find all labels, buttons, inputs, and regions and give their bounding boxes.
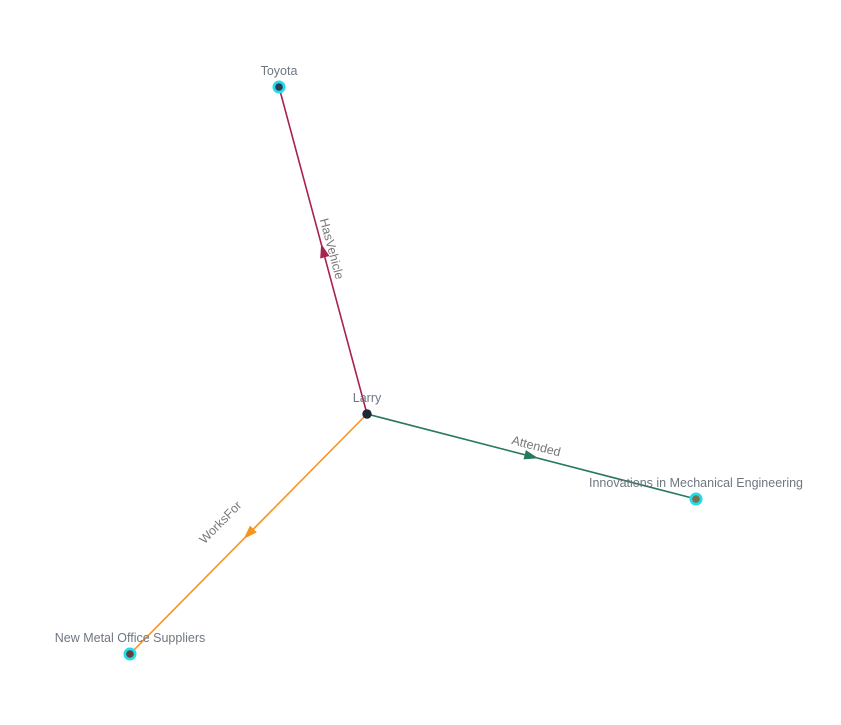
node-dot-larry xyxy=(362,409,372,419)
nodes-layer xyxy=(123,80,703,661)
edge-label-worksfor: WorksFor xyxy=(197,498,245,546)
node-label-new-metal-office-suppliers: New Metal Office Suppliers xyxy=(55,631,206,645)
node-toyota[interactable] xyxy=(272,80,286,94)
edges-layer xyxy=(129,86,697,655)
node-innovations-in-mechanical-engineering[interactable] xyxy=(689,492,703,506)
node-new-metal-office-suppliers[interactable] xyxy=(123,647,137,661)
node-dot-new-metal-office-suppliers xyxy=(126,650,134,658)
node-dot-toyota xyxy=(275,83,283,91)
labels-layer: HasVehicleAttendedWorksForLarryToyotaInn… xyxy=(55,64,803,645)
node-dot-innovations-in-mechanical-engineering xyxy=(692,495,700,503)
node-larry[interactable] xyxy=(362,409,372,419)
arrows-layer xyxy=(243,243,539,539)
edge-label-attended: Attended xyxy=(510,433,562,459)
arrowhead-attended-icon xyxy=(523,450,539,460)
arrowhead-hasvehicle-icon xyxy=(320,243,330,259)
node-label-toyota: Toyota xyxy=(261,64,298,78)
node-label-larry: Larry xyxy=(353,391,382,405)
node-label-innovations-in-mechanical-engineering: Innovations in Mechanical Engineering xyxy=(589,476,803,490)
arrowhead-worksfor-icon xyxy=(243,525,257,539)
